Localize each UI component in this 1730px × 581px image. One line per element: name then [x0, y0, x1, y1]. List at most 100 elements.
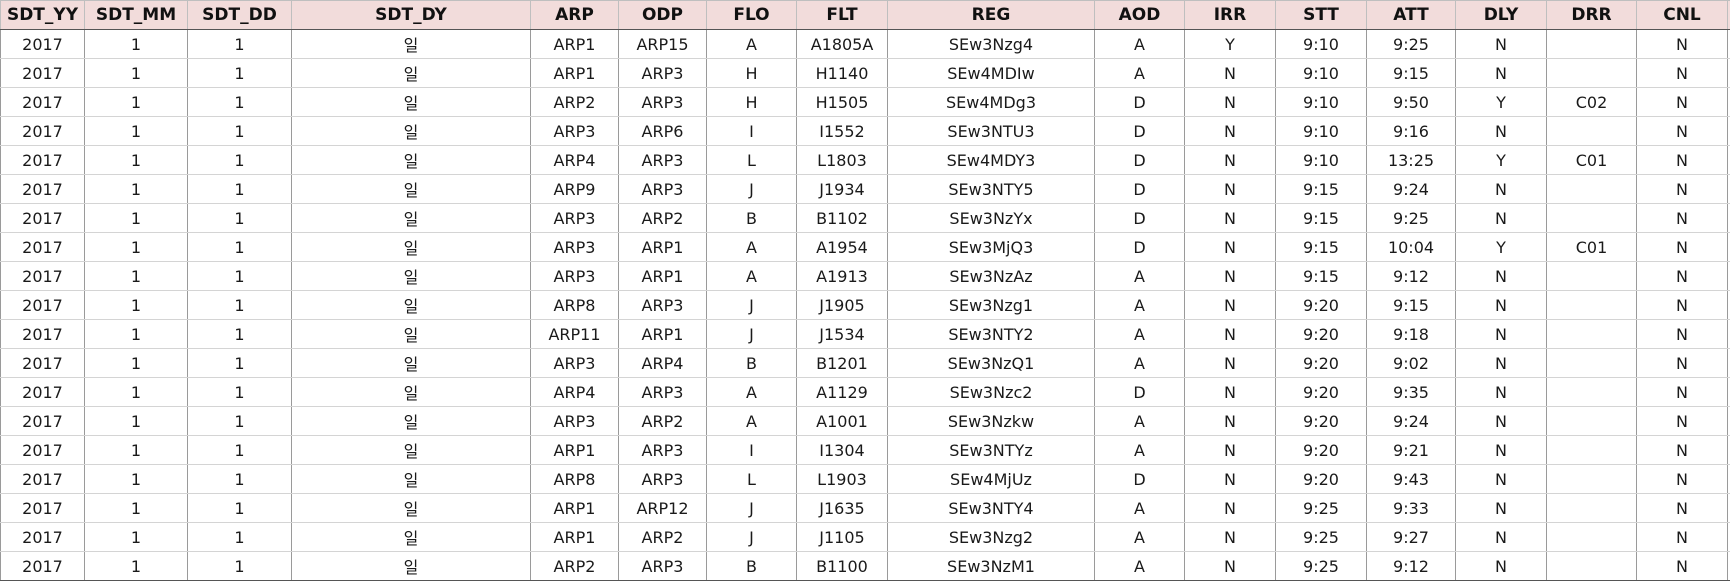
cell-sdt-dy[interactable]: 일 [292, 233, 531, 262]
cell-sdt-dd[interactable]: 1 [188, 30, 292, 59]
cell-sdt-dd[interactable]: 1 [188, 552, 292, 581]
cell-sdt-yy[interactable]: 2017 [1, 465, 85, 494]
cell-sdt-yy[interactable]: 2017 [1, 30, 85, 59]
cell-reg[interactable]: SEw3Nzg2 [888, 523, 1095, 552]
cell-sdt-dd[interactable]: 1 [188, 262, 292, 291]
cell-sdt-yy[interactable]: 2017 [1, 146, 85, 175]
cell-sdt-dd[interactable]: 1 [188, 378, 292, 407]
cell-sdt-mm[interactable]: 1 [85, 465, 188, 494]
cell-drr[interactable] [1547, 378, 1637, 407]
cell-cnl[interactable]: N [1637, 262, 1728, 291]
cell-flo[interactable]: H [707, 88, 797, 117]
cell-flt[interactable]: B1102 [797, 204, 888, 233]
cell-dly[interactable]: N [1456, 175, 1547, 204]
cell-att[interactable]: 9:16 [1367, 117, 1456, 146]
cell-sdt-dy[interactable]: 일 [292, 30, 531, 59]
cell-sdt-dd[interactable]: 1 [188, 233, 292, 262]
cell-flt[interactable]: J1105 [797, 523, 888, 552]
cell-sdt-dd[interactable]: 1 [188, 407, 292, 436]
cell-arp[interactable]: ARP2 [531, 88, 619, 117]
cell-stt[interactable]: 9:20 [1276, 349, 1367, 378]
column-header-odp[interactable]: ODP [619, 1, 707, 30]
cell-cnl[interactable]: N [1637, 494, 1728, 523]
cell-flo[interactable]: J [707, 494, 797, 523]
cell-arp[interactable]: ARP3 [531, 407, 619, 436]
cell-odp[interactable]: ARP1 [619, 233, 707, 262]
cell-cnl[interactable]: N [1637, 291, 1728, 320]
cell-cnl[interactable]: N [1637, 30, 1728, 59]
cell-flt[interactable]: H1505 [797, 88, 888, 117]
cell-sdt-dd[interactable]: 1 [188, 175, 292, 204]
cell-stt[interactable]: 9:20 [1276, 320, 1367, 349]
cell-sdt-dy[interactable]: 일 [292, 146, 531, 175]
cell-aod[interactable]: A [1095, 436, 1185, 465]
cell-reg[interactable]: SEw4MDg3 [888, 88, 1095, 117]
cell-sdt-yy[interactable]: 2017 [1, 291, 85, 320]
cell-stt[interactable]: 9:15 [1276, 262, 1367, 291]
cell-cnl[interactable]: N [1637, 407, 1728, 436]
column-header-arp[interactable]: ARP [531, 1, 619, 30]
cell-dly[interactable]: N [1456, 117, 1547, 146]
cell-sdt-mm[interactable]: 1 [85, 146, 188, 175]
cell-irr[interactable]: N [1185, 233, 1276, 262]
cell-odp[interactable]: ARP12 [619, 494, 707, 523]
cell-arp[interactable]: ARP4 [531, 378, 619, 407]
cell-sdt-mm[interactable]: 1 [85, 30, 188, 59]
cell-aod[interactable]: A [1095, 30, 1185, 59]
cell-att[interactable]: 13:25 [1367, 146, 1456, 175]
cell-irr[interactable]: N [1185, 552, 1276, 581]
cell-flt[interactable]: H1140 [797, 59, 888, 88]
cell-sdt-mm[interactable]: 1 [85, 407, 188, 436]
cell-aod[interactable]: A [1095, 59, 1185, 88]
cell-odp[interactable]: ARP3 [619, 59, 707, 88]
cell-sdt-dd[interactable]: 1 [188, 59, 292, 88]
cell-sdt-dy[interactable]: 일 [292, 291, 531, 320]
cell-irr[interactable]: N [1185, 320, 1276, 349]
cell-drr[interactable] [1547, 262, 1637, 291]
cell-arp[interactable]: ARP2 [531, 552, 619, 581]
column-header-reg[interactable]: REG [888, 1, 1095, 30]
cell-att[interactable]: 9:15 [1367, 291, 1456, 320]
cell-aod[interactable]: A [1095, 320, 1185, 349]
cell-sdt-mm[interactable]: 1 [85, 320, 188, 349]
cell-sdt-dd[interactable]: 1 [188, 465, 292, 494]
cell-flt[interactable]: I1552 [797, 117, 888, 146]
cell-cnl[interactable]: N [1637, 378, 1728, 407]
cell-sdt-mm[interactable]: 1 [85, 59, 188, 88]
cell-arp[interactable]: ARP1 [531, 59, 619, 88]
cell-sdt-yy[interactable]: 2017 [1, 523, 85, 552]
cell-aod[interactable]: A [1095, 523, 1185, 552]
cell-drr[interactable]: C02 [1547, 88, 1637, 117]
cell-reg[interactable]: SEw3NzAz [888, 262, 1095, 291]
cell-sdt-dy[interactable]: 일 [292, 320, 531, 349]
cell-sdt-dd[interactable]: 1 [188, 320, 292, 349]
cell-att[interactable]: 9:25 [1367, 30, 1456, 59]
cell-att[interactable]: 9:24 [1367, 175, 1456, 204]
cell-sdt-yy[interactable]: 2017 [1, 378, 85, 407]
cell-flo[interactable]: B [707, 204, 797, 233]
column-header-sdt-yy[interactable]: SDT_YY [1, 1, 85, 30]
cell-aod[interactable]: A [1095, 552, 1185, 581]
cell-sdt-mm[interactable]: 1 [85, 552, 188, 581]
cell-aod[interactable]: A [1095, 349, 1185, 378]
cell-flo[interactable]: A [707, 233, 797, 262]
cell-sdt-yy[interactable]: 2017 [1, 117, 85, 146]
cell-reg[interactable]: SEw3Nzc2 [888, 378, 1095, 407]
cell-stt[interactable]: 9:25 [1276, 494, 1367, 523]
cell-arp[interactable]: ARP8 [531, 465, 619, 494]
cell-odp[interactable]: ARP1 [619, 320, 707, 349]
cell-irr[interactable]: N [1185, 88, 1276, 117]
cell-flo[interactable]: L [707, 146, 797, 175]
cell-aod[interactable]: A [1095, 291, 1185, 320]
cell-irr[interactable]: Y [1185, 30, 1276, 59]
cell-att[interactable]: 9:43 [1367, 465, 1456, 494]
cell-drr[interactable] [1547, 494, 1637, 523]
cell-flo[interactable]: H [707, 59, 797, 88]
cell-flo[interactable]: A [707, 30, 797, 59]
cell-flt[interactable]: B1100 [797, 552, 888, 581]
cell-reg[interactable]: SEw3NzYx [888, 204, 1095, 233]
cell-aod[interactable]: D [1095, 233, 1185, 262]
cell-cnl[interactable]: N [1637, 349, 1728, 378]
cell-drr[interactable] [1547, 175, 1637, 204]
cell-aod[interactable]: D [1095, 175, 1185, 204]
